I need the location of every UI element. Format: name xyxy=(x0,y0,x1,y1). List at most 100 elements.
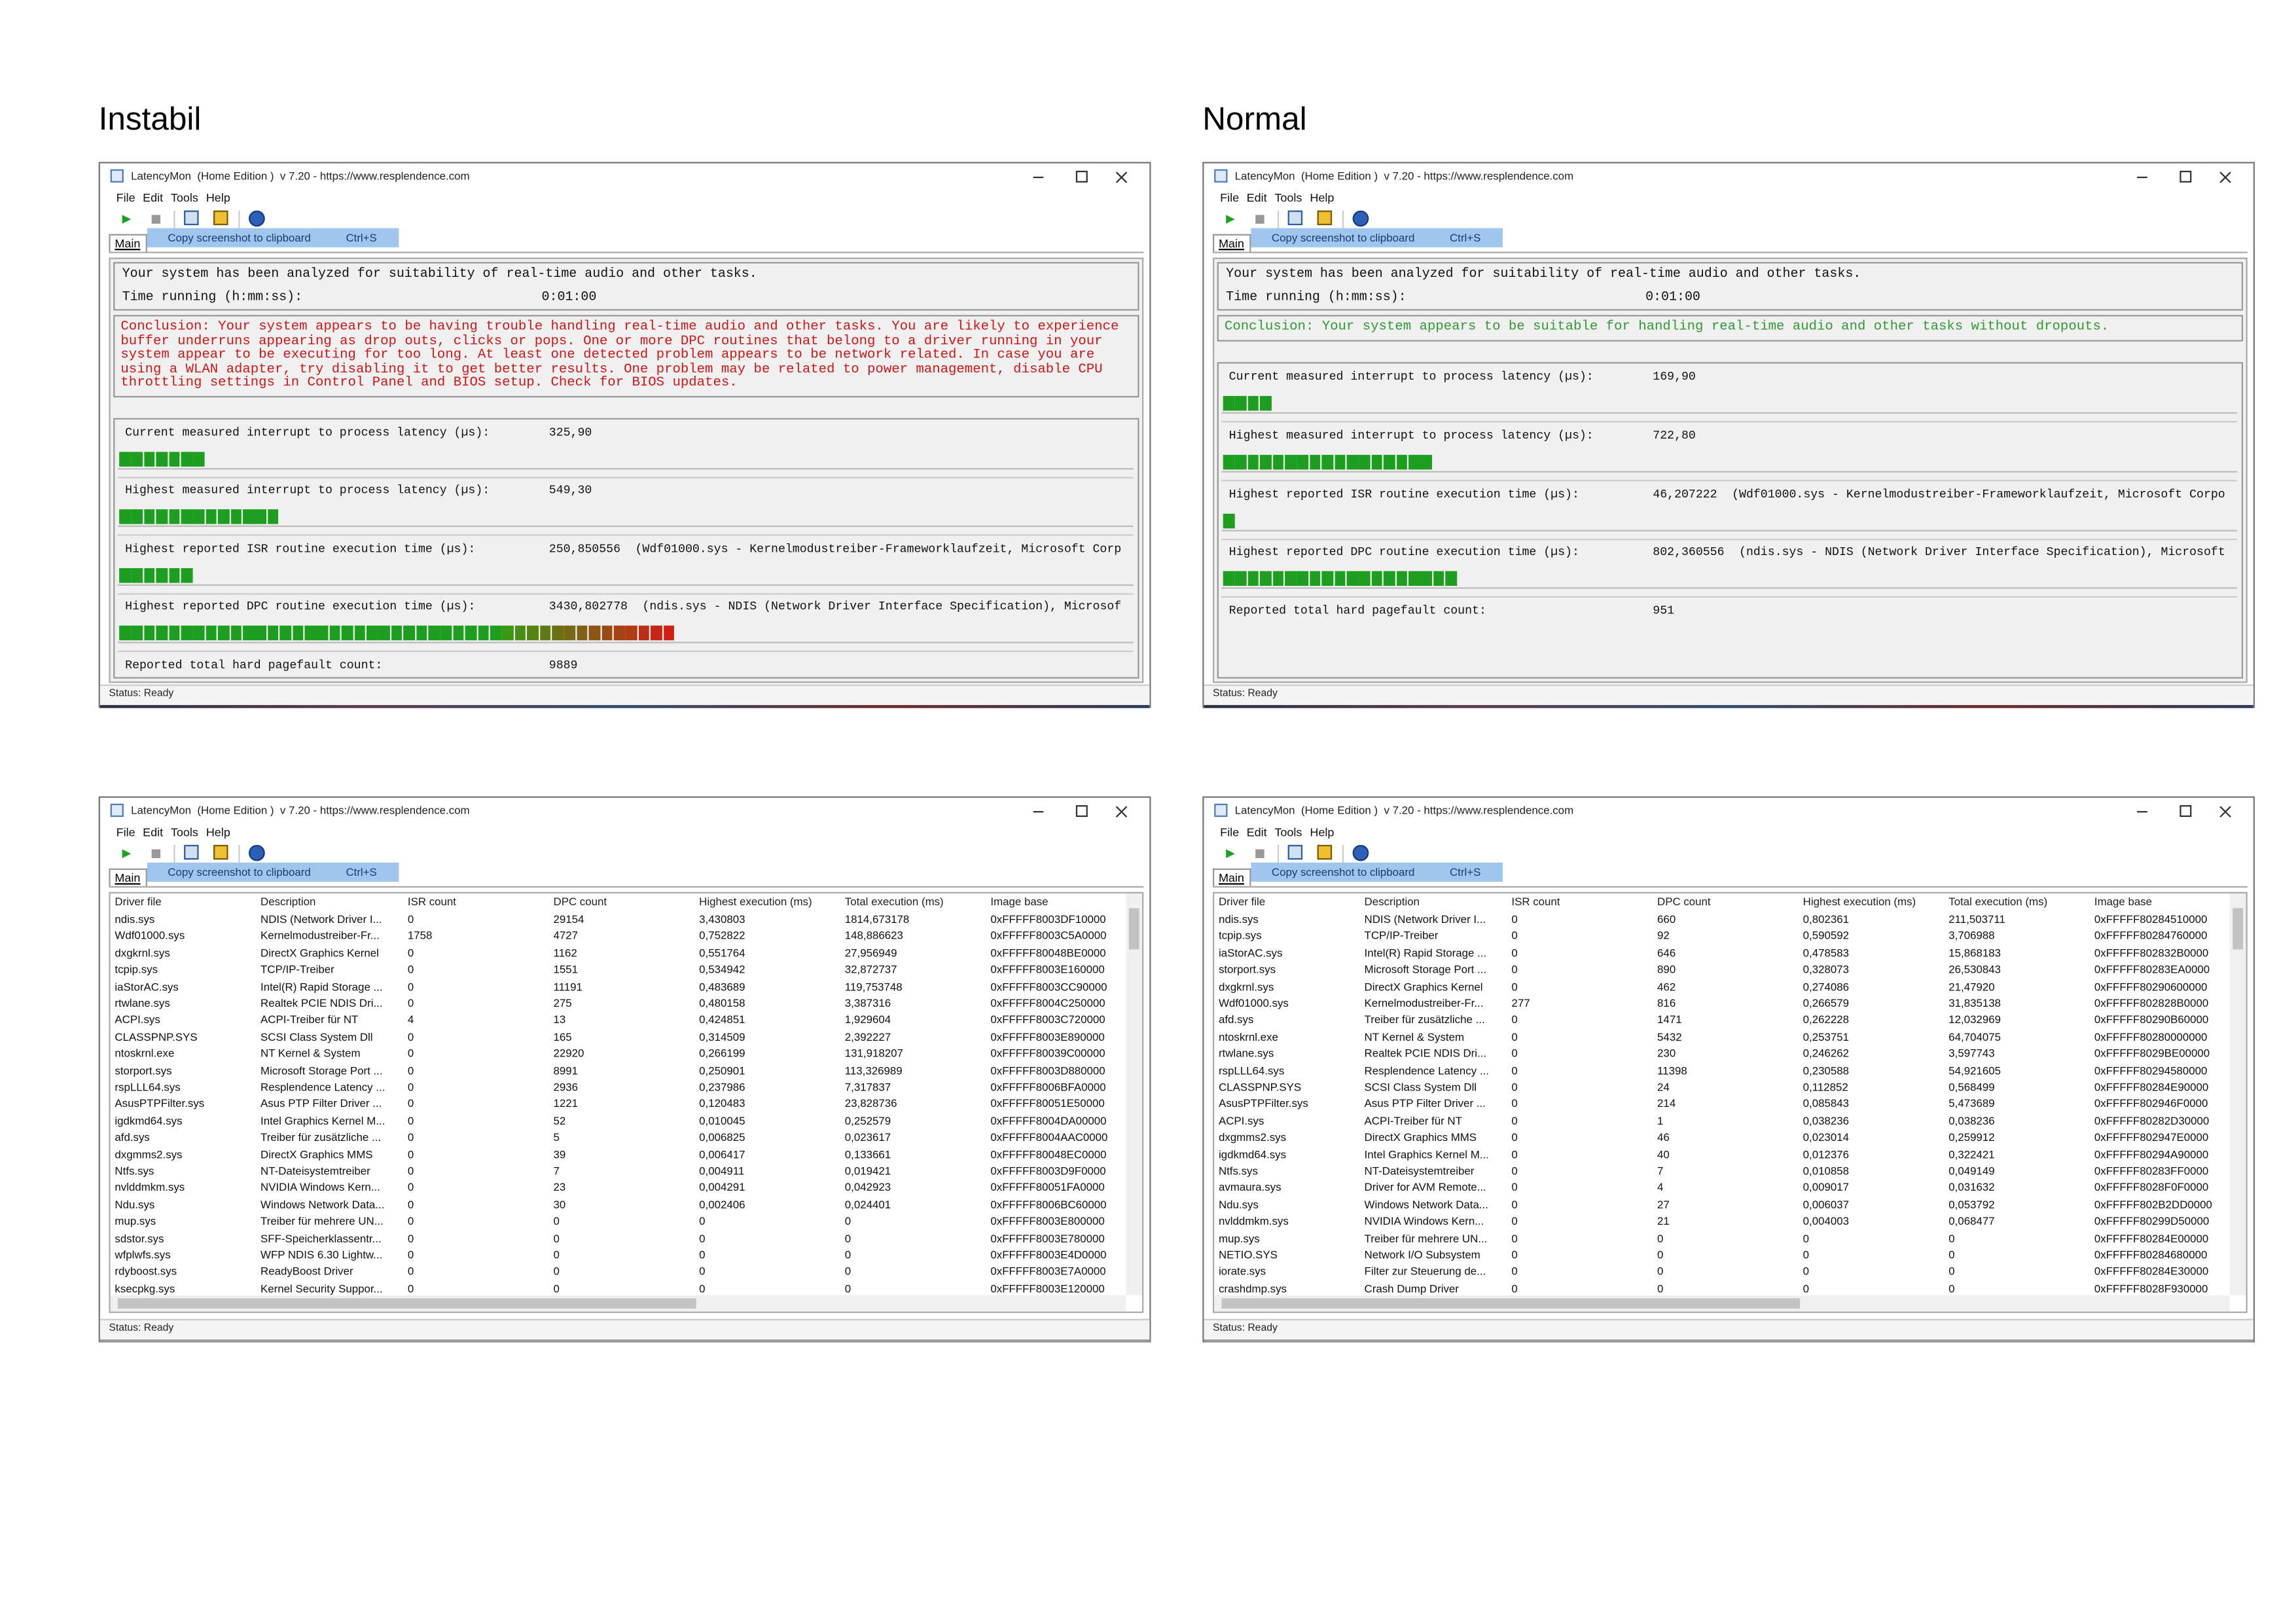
table-cell: 7 xyxy=(553,1164,560,1178)
report-button[interactable] xyxy=(1287,844,1303,860)
menu-item[interactable]: Tools xyxy=(1274,825,1302,839)
copy-button[interactable] xyxy=(213,210,228,226)
tab[interactable]: Main xyxy=(1212,234,1251,252)
column-header[interactable]: DPC count xyxy=(553,895,607,909)
desktop-strip xyxy=(99,705,1150,708)
report-button[interactable] xyxy=(184,210,199,226)
menu-item[interactable]: Help xyxy=(206,191,230,205)
column-header[interactable]: Description xyxy=(260,895,316,909)
column-header[interactable]: Driver file xyxy=(1218,895,1266,909)
close-button[interactable] xyxy=(2217,803,2234,820)
table-cell: DirectX Graphics Kernel xyxy=(260,946,379,960)
column-header[interactable]: ISR count xyxy=(407,895,456,909)
tab[interactable]: Main xyxy=(109,868,147,886)
column-header[interactable]: ISR count xyxy=(1511,895,1560,909)
column-header[interactable]: Driver file xyxy=(115,895,162,909)
menu-item[interactable]: Edit xyxy=(1246,191,1267,205)
maximize-button[interactable] xyxy=(2179,805,2192,818)
table-cell: 214 xyxy=(1657,1097,1676,1111)
vertical-scrollbar[interactable] xyxy=(2229,893,2246,1295)
column-header[interactable]: Highest execution (ms) xyxy=(1803,895,1916,909)
menu-item[interactable]: Help xyxy=(206,825,230,839)
scroll-thumb[interactable] xyxy=(2233,908,2244,950)
stop-button[interactable] xyxy=(151,849,161,859)
stop-button[interactable] xyxy=(1255,849,1265,859)
help-button[interactable] xyxy=(1352,210,1369,227)
column-header[interactable]: Image base xyxy=(2094,895,2153,909)
meter-segment xyxy=(193,625,205,641)
report-button[interactable] xyxy=(1287,210,1303,226)
minimize-button[interactable] xyxy=(2137,176,2147,179)
column-header[interactable]: Total execution (ms) xyxy=(844,895,944,909)
scroll-thumb[interactable] xyxy=(1221,1298,1801,1309)
column-header[interactable]: DPC count xyxy=(1657,895,1711,909)
scroll-thumb[interactable] xyxy=(117,1298,696,1309)
stop-button[interactable] xyxy=(151,215,161,224)
minimize-button[interactable] xyxy=(2137,811,2147,813)
start-button[interactable] xyxy=(122,215,132,224)
table-cell: 0xFFFFF802947E0000 xyxy=(2094,1130,2209,1144)
column-header[interactable]: Description xyxy=(1364,895,1420,909)
table-cell: 0 xyxy=(1511,1265,1518,1278)
vertical-scrollbar[interactable] xyxy=(1126,893,1143,1295)
menu-item[interactable]: Tools xyxy=(170,191,198,205)
table-cell: rtwlane.sys xyxy=(115,996,170,1010)
meter-segment xyxy=(181,509,192,524)
maximize-button[interactable] xyxy=(1075,170,1088,183)
menu-item[interactable]: Edit xyxy=(143,191,164,205)
meter-segment xyxy=(1223,513,1234,529)
table-cell: dxgkrnl.sys xyxy=(1218,979,1274,993)
toolbar-separator xyxy=(238,844,240,863)
table-cell: TCP/IP-Treiber xyxy=(260,963,334,977)
column-header[interactable]: Image base xyxy=(990,895,1049,909)
menu-item[interactable]: File xyxy=(116,191,135,205)
table-cell: 0,019421 xyxy=(844,1164,891,1178)
close-button[interactable] xyxy=(1113,803,1130,820)
minimize-button[interactable] xyxy=(1033,811,1044,813)
start-button[interactable] xyxy=(1226,849,1235,859)
menu-item[interactable]: Edit xyxy=(1246,825,1267,839)
metric-number: 951 xyxy=(1653,605,1675,619)
table-cell: 26,530843 xyxy=(1948,963,2001,977)
meter-segment xyxy=(564,625,576,641)
tab-strip-line xyxy=(109,251,1144,253)
help-button[interactable] xyxy=(249,210,265,227)
table-cell: 462 xyxy=(1657,979,1676,993)
close-button[interactable] xyxy=(1113,168,1130,185)
stop-button[interactable] xyxy=(1255,215,1265,224)
tab[interactable]: Main xyxy=(1212,868,1251,886)
menu-item[interactable]: Help xyxy=(1310,825,1335,839)
menu-item[interactable]: Tools xyxy=(170,825,198,839)
table-cell: 0xFFFFF8003DF10000 xyxy=(990,912,1106,926)
menu-item[interactable]: File xyxy=(1220,191,1240,205)
table-cell: 0 xyxy=(1657,1248,1664,1262)
column-header[interactable]: Highest execution (ms) xyxy=(699,895,812,909)
copy-button[interactable] xyxy=(1317,210,1333,226)
copy-button[interactable] xyxy=(213,844,228,860)
meter-segment xyxy=(1334,571,1346,586)
report-button[interactable] xyxy=(184,844,199,860)
metric-label: Reported total hard pagefault count: xyxy=(1229,605,1486,619)
copy-button[interactable] xyxy=(1317,844,1333,860)
table-cell: 0,023014 xyxy=(1803,1130,1850,1144)
minimize-button[interactable] xyxy=(1033,176,1044,179)
tab[interactable]: Main xyxy=(109,234,147,252)
maximize-button[interactable] xyxy=(2179,170,2192,183)
help-button[interactable] xyxy=(249,844,265,861)
menu-item[interactable]: File xyxy=(116,825,135,839)
start-button[interactable] xyxy=(122,849,132,859)
menu-item[interactable]: File xyxy=(1220,825,1240,839)
menu-item[interactable]: Edit xyxy=(143,825,164,839)
menu-item[interactable]: Tools xyxy=(1274,191,1302,205)
scroll-thumb[interactable] xyxy=(1128,908,1139,950)
maximize-button[interactable] xyxy=(1075,805,1088,818)
table-cell: iaStorAC.sys xyxy=(115,979,179,993)
close-button[interactable] xyxy=(2217,168,2234,185)
help-button[interactable] xyxy=(1352,844,1369,861)
column-header[interactable]: Total execution (ms) xyxy=(1948,895,2048,909)
start-button[interactable] xyxy=(1226,215,1235,224)
table-cell: 0xFFFFF80283FF0000 xyxy=(2094,1164,2209,1178)
menu-item[interactable]: Help xyxy=(1310,191,1335,205)
metric-value: 3430,802778 (ndis.sys - NDIS (Network Dri… xyxy=(549,600,1121,613)
table-cell: 0 xyxy=(1511,1113,1518,1128)
